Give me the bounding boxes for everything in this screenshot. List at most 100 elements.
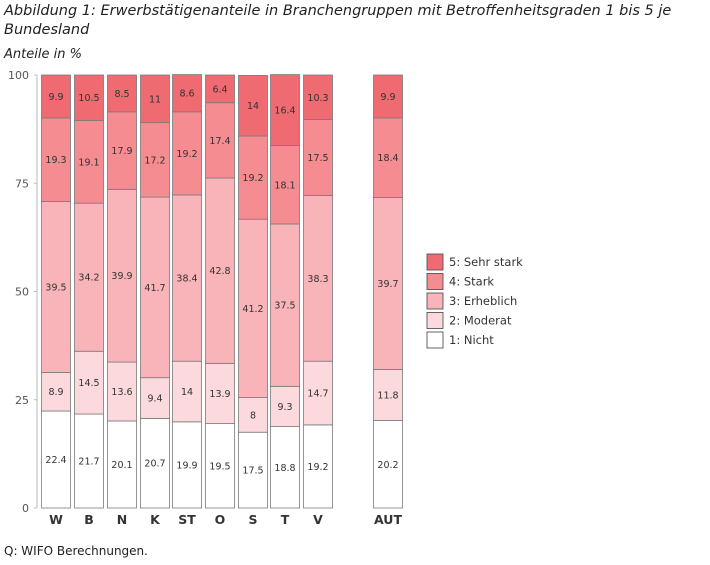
data-label: 34.2 bbox=[78, 273, 99, 284]
data-label: 17.4 bbox=[209, 136, 230, 147]
bar-segment bbox=[238, 75, 268, 137]
bar-segment bbox=[238, 218, 268, 398]
data-label: 10.5 bbox=[78, 93, 99, 104]
legend-swatch bbox=[426, 273, 444, 290]
data-label: 10.3 bbox=[307, 93, 328, 104]
data-label: 17.2 bbox=[144, 155, 165, 166]
bar-segment bbox=[41, 372, 71, 412]
bar-segment bbox=[303, 360, 333, 426]
data-label: 11 bbox=[149, 94, 161, 105]
data-label: 17.5 bbox=[307, 153, 328, 164]
legend-entry: 3: Erheblich bbox=[449, 294, 517, 308]
bar-segment bbox=[172, 74, 202, 113]
bar-segment bbox=[107, 188, 137, 363]
bar-segment bbox=[41, 410, 71, 509]
bar-segment bbox=[107, 420, 137, 509]
data-label: 14.5 bbox=[78, 378, 99, 389]
bar-segment bbox=[172, 194, 202, 362]
bar-segment bbox=[140, 196, 170, 379]
data-label: 22.4 bbox=[45, 455, 66, 466]
data-label: 14.7 bbox=[307, 389, 328, 400]
bar-segment bbox=[41, 74, 71, 119]
x-tick-label: AUT bbox=[374, 512, 402, 527]
data-label: 9.9 bbox=[380, 92, 395, 103]
data-label: 13.9 bbox=[209, 389, 230, 400]
bar-segment bbox=[140, 417, 170, 509]
bar-segment bbox=[41, 201, 71, 373]
y-tick-label: 100 bbox=[8, 69, 29, 82]
legend-entry: 1: Nicht bbox=[449, 333, 494, 347]
bar-segment bbox=[140, 122, 170, 198]
data-label: 8.6 bbox=[179, 89, 194, 100]
data-label: 18.1 bbox=[274, 180, 295, 191]
bar-segment bbox=[373, 197, 403, 370]
bar-segment bbox=[303, 74, 333, 120]
data-label: 38.3 bbox=[307, 274, 328, 285]
legend-entry: 5: Sehr stark bbox=[449, 255, 523, 269]
data-label: 17.9 bbox=[111, 146, 132, 157]
bar-segment bbox=[74, 74, 104, 121]
data-label: 8.9 bbox=[48, 387, 63, 398]
bar-segment bbox=[205, 362, 235, 424]
legend-swatch bbox=[426, 253, 444, 271]
data-label: 19.2 bbox=[307, 462, 328, 473]
data-label: 14 bbox=[247, 101, 259, 112]
data-label: 20.1 bbox=[111, 460, 132, 471]
bar-segment bbox=[205, 74, 235, 104]
x-tick-label: B bbox=[84, 512, 94, 527]
x-tick-label: O bbox=[215, 512, 226, 527]
bar-segment bbox=[172, 360, 202, 423]
bar-segment bbox=[74, 202, 104, 352]
data-label: 19.5 bbox=[209, 461, 230, 472]
bar-segment bbox=[373, 74, 403, 119]
data-label: 16.4 bbox=[274, 106, 295, 117]
legend-entry: 4: Stark bbox=[449, 275, 494, 289]
x-tick-label: W bbox=[49, 512, 63, 527]
x-tick-label: N bbox=[117, 512, 127, 527]
stacked-bar-chart: 0 25 50 75 100 22.4 8.9 39.5 19.3 9.9 W 21.7 14.5 34.… bbox=[8, 69, 523, 527]
data-label: 9.4 bbox=[147, 394, 162, 405]
data-label: 37.5 bbox=[274, 301, 295, 312]
data-label: 18.4 bbox=[377, 153, 398, 164]
bar-segment bbox=[107, 361, 137, 422]
data-label: 8.5 bbox=[114, 89, 129, 100]
bar-segment bbox=[41, 117, 71, 202]
data-label: 41.2 bbox=[242, 304, 263, 315]
data-label: 18.8 bbox=[274, 463, 295, 474]
x-tick-label: T bbox=[281, 512, 290, 527]
data-label: 20.7 bbox=[144, 459, 165, 470]
data-label: 19.1 bbox=[78, 157, 99, 168]
y-tick-label: 0 bbox=[22, 502, 29, 515]
y-tick-label: 25 bbox=[15, 394, 29, 407]
data-label: 9.9 bbox=[48, 92, 63, 103]
data-label: 21.7 bbox=[78, 457, 99, 468]
legend-entry: 2: Moderat bbox=[449, 314, 512, 328]
bar-segment bbox=[238, 431, 268, 509]
data-label: 17.5 bbox=[242, 466, 263, 477]
data-label: 20.2 bbox=[377, 460, 398, 471]
data-label: 39.9 bbox=[111, 271, 132, 282]
data-label: 19.9 bbox=[176, 460, 197, 471]
x-tick-label: S bbox=[248, 512, 257, 527]
bar-segment bbox=[107, 74, 137, 113]
data-label: 39.5 bbox=[45, 282, 66, 293]
data-label: 9.3 bbox=[277, 402, 292, 413]
chart-title: Abbildung 1: Erwerbstätigenanteile in Br… bbox=[4, 3, 672, 38]
y-tick-label: 75 bbox=[15, 177, 29, 190]
bar-segment bbox=[205, 102, 235, 179]
legend-swatch bbox=[426, 331, 444, 349]
data-label: 38.4 bbox=[176, 274, 197, 285]
x-tick-label: K bbox=[150, 512, 161, 527]
data-label: 11.8 bbox=[377, 390, 398, 401]
data-label: 13.6 bbox=[111, 387, 132, 398]
bar-segment bbox=[373, 117, 403, 198]
data-label: 8 bbox=[250, 410, 256, 421]
bar-segment bbox=[373, 420, 403, 509]
legend-swatch bbox=[426, 292, 444, 310]
data-label: 39.7 bbox=[377, 279, 398, 290]
source-note: Q: WIFO Berechnungen. bbox=[4, 544, 148, 558]
y-axis-label: Anteile in % bbox=[4, 47, 82, 62]
y-tick-label: 50 bbox=[15, 286, 29, 299]
data-label: 6.4 bbox=[212, 84, 227, 95]
data-label: 19.2 bbox=[176, 149, 197, 160]
